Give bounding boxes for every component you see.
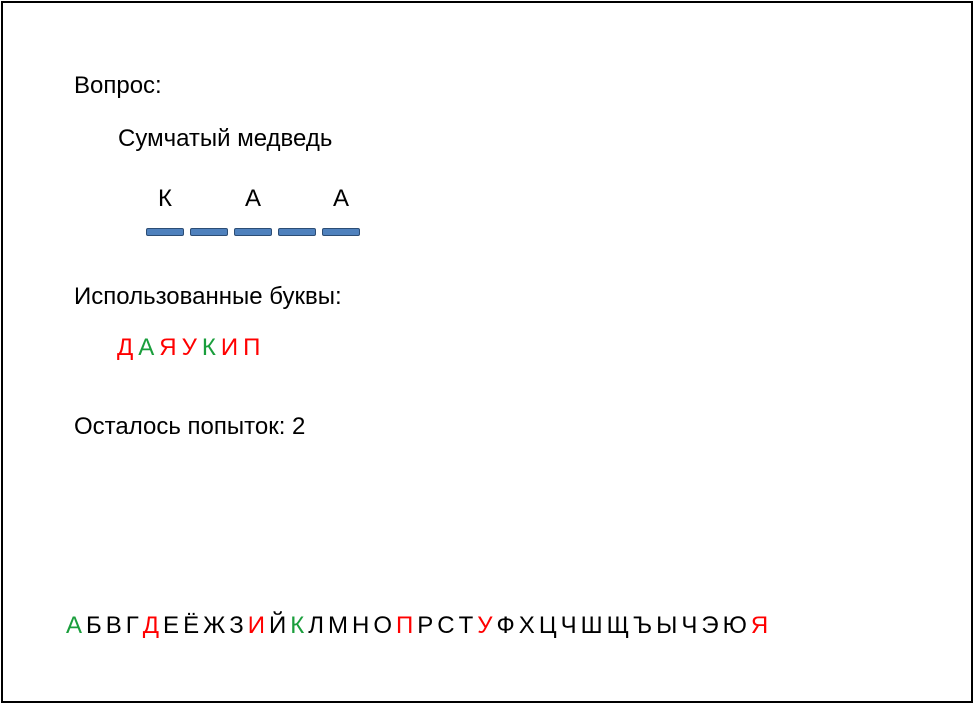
- alphabet-letter[interactable]: Й: [269, 612, 287, 639]
- alphabet-letter[interactable]: Г: [125, 612, 139, 639]
- word-slot-bar: [322, 228, 360, 236]
- used-letter: А: [138, 334, 155, 361]
- alphabet-letter[interactable]: Ф: [496, 612, 515, 639]
- alphabet-letter[interactable]: Н: [352, 612, 370, 639]
- alphabet-letter[interactable]: Ы: [656, 612, 678, 639]
- alphabet-letter: П: [396, 612, 414, 639]
- alphabet-letter[interactable]: Х: [518, 612, 535, 639]
- alphabet-letter[interactable]: Ъ: [633, 612, 653, 639]
- alphabet-letter: К: [290, 612, 305, 639]
- alphabet-letter: А: [66, 612, 83, 639]
- word-slot-bar: [278, 228, 316, 236]
- question-label: Вопрос:: [74, 72, 162, 99]
- hint-text: Сумчатый медведь: [118, 125, 333, 152]
- word-slot-letter: А: [244, 185, 261, 212]
- alphabet-letter[interactable]: Ю: [722, 612, 747, 639]
- alphabet-letter[interactable]: М: [328, 612, 348, 639]
- alphabet-letter[interactable]: Б: [86, 612, 102, 639]
- word-slot-bar: [190, 228, 228, 236]
- alphabet-letter: У: [477, 612, 493, 639]
- alphabet-letter[interactable]: О: [373, 612, 393, 639]
- alphabet-letter[interactable]: З: [229, 612, 244, 639]
- used-letter: У: [181, 334, 197, 361]
- alphabet-letter[interactable]: Р: [417, 612, 434, 639]
- word-slot-letter: А: [332, 185, 349, 212]
- used-letter: Я: [159, 334, 177, 361]
- word-slot: А: [322, 184, 360, 236]
- alphabet-letter: Д: [142, 612, 160, 639]
- alphabet-letter[interactable]: Ж: [203, 612, 226, 639]
- word-slot: [278, 184, 316, 236]
- used-letters-label: Использованные буквы:: [74, 283, 342, 310]
- alphabet-letter: И: [247, 612, 266, 639]
- used-letter: К: [201, 334, 216, 361]
- alphabet-letter[interactable]: Э: [701, 612, 719, 639]
- used-letter: И: [220, 334, 239, 361]
- alphabet-letter[interactable]: Ч: [560, 612, 577, 639]
- alphabet-letter[interactable]: Л: [308, 612, 324, 639]
- alphabet-letter[interactable]: С: [437, 612, 455, 639]
- used-letter: П: [243, 334, 261, 361]
- alphabet-letter: Я: [750, 612, 769, 639]
- alphabet-letter[interactable]: Ц: [538, 612, 557, 639]
- word-slot-letter: К: [158, 185, 172, 212]
- alphabet-letter[interactable]: В: [105, 612, 122, 639]
- attempts-remaining: Осталось попыток: 2: [74, 413, 306, 440]
- alphabet-letter[interactable]: Е: [163, 612, 180, 639]
- alphabet-letter[interactable]: Ч: [681, 612, 698, 639]
- word-slot-bar: [234, 228, 272, 236]
- alphabet-letter[interactable]: Т: [458, 612, 474, 639]
- word-slot: [190, 184, 228, 236]
- word-slot: А: [234, 184, 272, 236]
- alphabet-letter[interactable]: Ё: [183, 612, 200, 639]
- used-letter: Д: [117, 334, 134, 361]
- alphabet-letter[interactable]: Щ: [606, 612, 630, 639]
- word-slot-bar: [146, 228, 184, 236]
- word-slot: К: [146, 184, 184, 236]
- alphabet-letter[interactable]: Ш: [580, 612, 603, 639]
